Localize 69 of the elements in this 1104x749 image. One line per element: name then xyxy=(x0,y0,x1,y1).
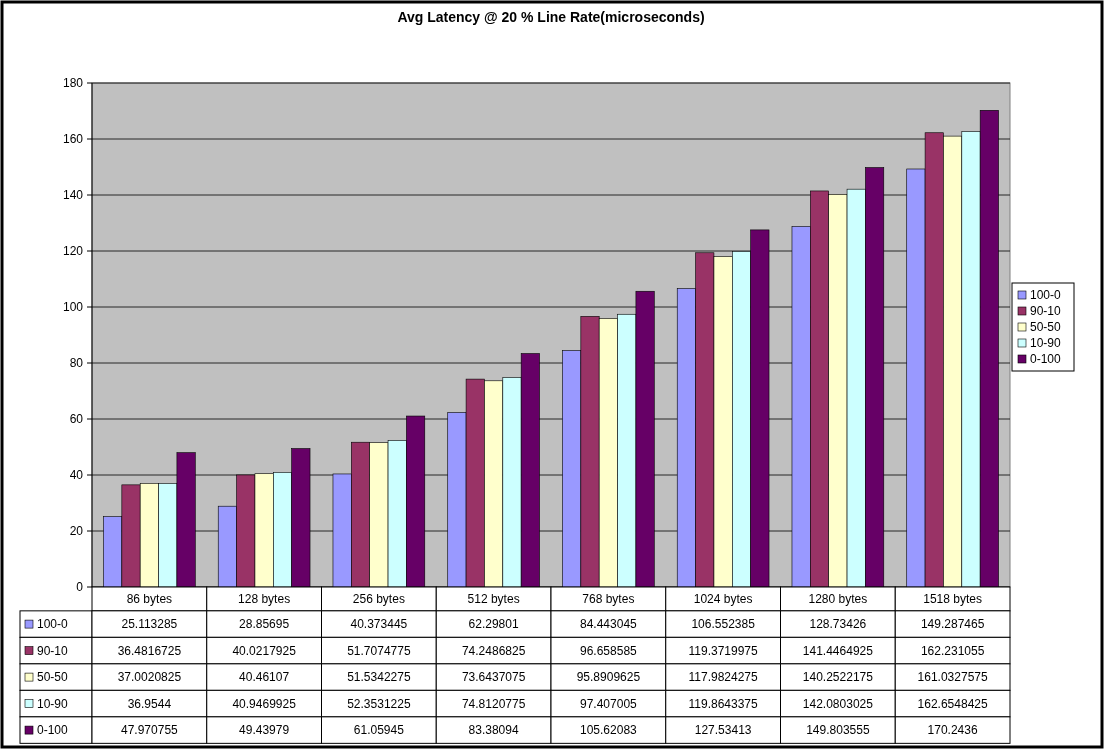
x-tick-label: 1024 bytes xyxy=(693,592,753,607)
data-label: 40.0217925 xyxy=(232,643,297,658)
data-label: 162.231055 xyxy=(920,643,985,658)
x-tick-label: 128 bytes xyxy=(238,592,291,607)
y-tick-label: 160 xyxy=(62,132,84,147)
legend-label: 90-10 xyxy=(37,643,69,658)
data-label: 74.2486825 xyxy=(461,643,526,658)
data-label: 149.287465 xyxy=(920,617,985,632)
data-label: 25.113285 xyxy=(121,617,178,632)
x-tick-label: 1280 bytes xyxy=(808,592,868,607)
data-label: 119.3719975 xyxy=(688,643,759,658)
data-label: 141.4464925 xyxy=(802,643,874,658)
y-tick-label: 120 xyxy=(62,244,84,259)
data-label: 142.0803025 xyxy=(802,696,874,711)
y-tick-label: 0 xyxy=(76,580,84,595)
x-tick-label: 768 bytes xyxy=(582,592,635,607)
data-label: 106.552385 xyxy=(691,617,756,632)
text: 10-90 xyxy=(37,696,68,711)
y-tick-label: 140 xyxy=(62,188,84,203)
data-label: 170.2436 xyxy=(927,723,978,738)
legend-label: 0-100 xyxy=(1030,352,1062,367)
data-label: 36.4816725 xyxy=(117,643,182,658)
y-tick-label: 80 xyxy=(69,356,84,371)
data-label: 83.38094 xyxy=(468,723,519,738)
legend-label: 10-90 xyxy=(1030,336,1062,351)
x-tick-label: 86 bytes xyxy=(126,592,173,607)
text: 50-50 xyxy=(37,670,68,685)
text: 0-100 xyxy=(37,723,68,738)
data-label: 51.7074775 xyxy=(347,643,411,658)
data-label: 149.803555 xyxy=(806,723,870,738)
data-label: 162.6548425 xyxy=(917,696,988,711)
data-label: 105.62083 xyxy=(580,723,638,738)
legend-label: 50-50 xyxy=(1030,320,1062,335)
text: 100-0 xyxy=(1030,288,1061,303)
x-tick-label: 512 bytes xyxy=(467,592,520,607)
data-label: 36.9544 xyxy=(127,696,172,711)
data-label: 74.8120775 xyxy=(461,696,526,711)
y-tick-label: 60 xyxy=(69,412,84,427)
y-tick-label: 100 xyxy=(62,300,84,315)
data-label: 128.73426 xyxy=(809,617,867,632)
data-label: 117.9824275 xyxy=(688,670,759,685)
data-label: 62.29801 xyxy=(468,617,519,632)
data-label: 97.407005 xyxy=(580,696,638,711)
data-label: 52.3531225 xyxy=(347,696,411,711)
data-label: 161.0327575 xyxy=(917,670,988,685)
x-tick-label: 1518 bytes xyxy=(923,592,982,607)
data-label: 95.8909625 xyxy=(576,670,641,685)
y-tick-label: 20 xyxy=(69,524,84,539)
x-tick-label: 256 bytes xyxy=(352,592,405,607)
data-label: 40.9469925 xyxy=(232,696,297,711)
data-label: 127.53413 xyxy=(694,723,752,738)
data-label: 40.373445 xyxy=(350,617,408,632)
data-label: 37.0020825 xyxy=(117,670,182,685)
chart-title: Avg Latency @ 20 % Line Rate(microseconds) xyxy=(397,9,705,25)
data-label: 119.8643375 xyxy=(688,696,759,711)
y-tick-label: 40 xyxy=(69,468,84,483)
data-label: 61.05945 xyxy=(353,723,405,738)
text: 90-10 xyxy=(1030,304,1061,319)
data-label: 28.85695 xyxy=(239,617,290,632)
data-label: 96.658585 xyxy=(580,643,638,658)
data-label: 51.5342275 xyxy=(347,670,411,685)
data-label: 47.970755 xyxy=(121,723,179,738)
y-tick-label: 180 xyxy=(62,76,84,91)
data-label: 73.6437075 xyxy=(461,670,526,685)
data-label: 40.46107 xyxy=(239,670,290,685)
data-label: 84.443045 xyxy=(580,617,638,632)
data-label: 49.43979 xyxy=(239,723,290,738)
legend-label: 100-0 xyxy=(37,617,69,632)
data-label: 140.2522175 xyxy=(802,670,874,685)
